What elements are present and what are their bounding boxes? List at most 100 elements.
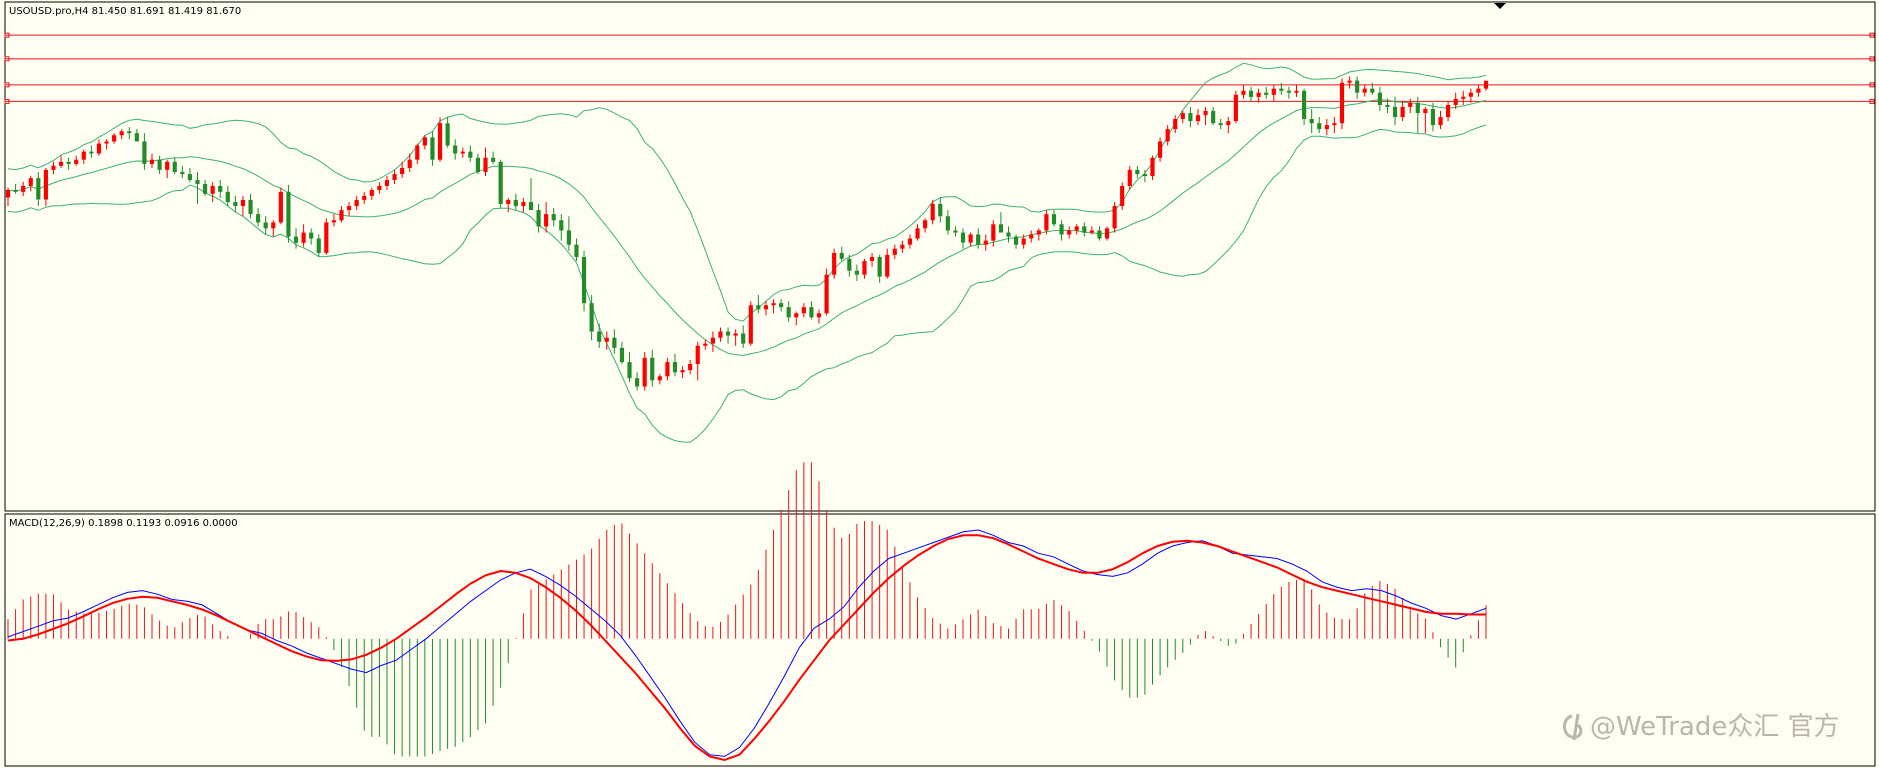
candle-body [566,230,571,245]
line-handle-left [4,82,10,88]
candle [180,165,185,179]
candle-body [1173,118,1178,130]
macd-pane[interactable] [4,513,1876,767]
candle-body [960,232,966,243]
candle [339,206,344,223]
candlesticks [5,76,1489,391]
candle [1408,98,1413,114]
candle-body [1446,104,1451,118]
candle [786,301,791,322]
candle-body [756,305,761,310]
candle [437,117,443,162]
candle-body [1188,113,1193,122]
candle-body [672,362,678,373]
candle [816,309,822,324]
candle-body [627,362,632,379]
candle-body [1218,123,1223,126]
candle [892,244,897,259]
candle-body [763,305,769,310]
candle-body [483,157,488,172]
candle [968,232,973,247]
candle-body [240,199,246,207]
candle-body [180,171,185,175]
candle [1104,226,1110,241]
candle [657,374,662,385]
bollinger-upper-band [7,62,1487,322]
candle-body [172,161,177,172]
candle-body [202,184,208,194]
candle-body [1438,117,1443,126]
candle [1188,106,1193,128]
candle [809,301,814,320]
candle [1142,169,1148,183]
candle-body [293,236,299,243]
candle [1362,84,1367,97]
candle-body [339,210,344,221]
candle-body [1097,230,1102,239]
candle-body [1233,94,1238,122]
candle-body [301,232,306,243]
candle-body [809,307,814,318]
candle [635,372,640,391]
horizontal-lines[interactable] [4,32,1875,104]
candle [66,157,71,170]
candle [187,167,192,183]
candle-body [688,363,693,371]
candle [1029,230,1034,243]
candle [278,187,283,225]
candle [862,258,867,279]
candle-body [650,357,655,381]
candle [991,220,996,247]
candle [953,226,958,237]
candle [1286,86,1292,99]
candle [498,159,503,208]
candle-body [1400,106,1405,118]
candle [1082,222,1087,237]
candle [900,240,905,253]
candle [680,366,685,379]
price-pane[interactable] [4,1,1876,512]
candle-body [1021,238,1026,245]
candle-body [1006,232,1011,237]
candle [1218,118,1223,130]
candle-body [225,191,230,203]
candle-body [1324,125,1329,130]
shift-marker-icon[interactable] [1494,3,1506,9]
candle-body [286,191,291,237]
candle [1430,102,1436,132]
candle-body [1468,92,1473,97]
candle-body [445,123,450,146]
candle [301,224,306,247]
candle [1256,88,1261,103]
candle [1211,106,1216,126]
line-handle-right [1869,32,1875,38]
candle-body [801,307,806,314]
candle-body [976,234,981,245]
candle-body [741,333,746,344]
candle [1036,228,1041,241]
candle-body [5,189,11,198]
watermark: @WeTrade众汇 官方 [1563,712,1840,742]
candle [642,351,647,391]
candle [1044,210,1049,235]
candle [1377,86,1382,111]
candle-body [551,214,556,221]
candle-body [278,191,283,223]
candle [1339,78,1345,130]
macd-indicator [7,462,1487,762]
candle-body [968,234,973,243]
candle-body [794,313,799,318]
candle-body [468,151,473,158]
candle-body [1332,123,1337,126]
candle [271,220,276,237]
candle-body [635,378,640,387]
macd-main-line [7,529,1487,757]
candle-body [309,232,314,239]
candle [1135,165,1140,179]
bollinger-lower-band [7,124,1487,443]
candle [468,145,473,162]
wetrade-logo-icon [1563,713,1583,741]
candle-body [771,303,776,306]
line-handle-left [4,98,10,104]
